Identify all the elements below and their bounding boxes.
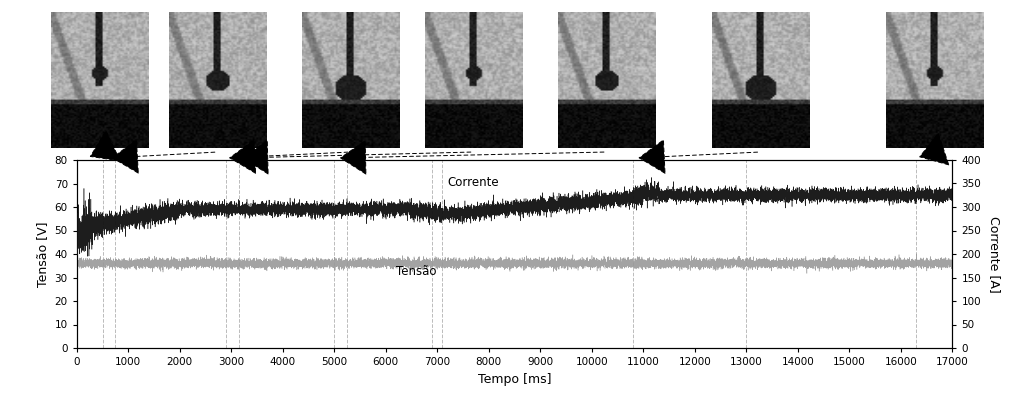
X-axis label: Tempo [ms]: Tempo [ms] [478, 372, 551, 386]
Text: Tensão: Tensão [396, 265, 436, 278]
Y-axis label: Corrente [A]: Corrente [A] [987, 216, 1000, 292]
Y-axis label: Tensão [V]: Tensão [V] [36, 221, 49, 287]
Text: Corrente: Corrente [447, 176, 500, 189]
